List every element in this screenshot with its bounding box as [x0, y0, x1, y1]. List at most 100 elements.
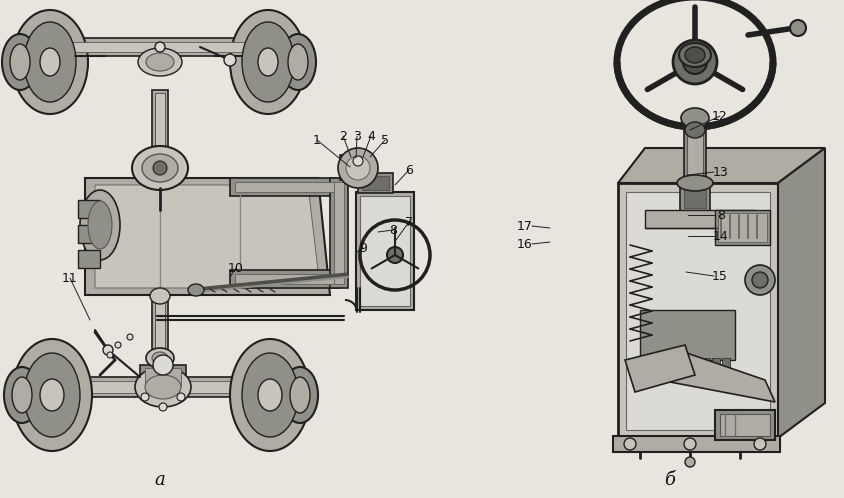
Ellipse shape — [685, 47, 705, 63]
Ellipse shape — [681, 108, 709, 128]
Polygon shape — [670, 350, 775, 402]
Bar — [662, 358, 670, 370]
Bar — [626, 192, 770, 430]
Ellipse shape — [10, 44, 30, 80]
Bar — [652, 358, 660, 370]
Ellipse shape — [132, 146, 188, 190]
Ellipse shape — [387, 247, 403, 263]
Text: 8: 8 — [717, 209, 725, 222]
Text: 2: 2 — [339, 129, 347, 142]
Bar — [712, 358, 720, 370]
Bar — [152, 296, 168, 358]
Bar — [140, 365, 186, 389]
Bar — [78, 225, 100, 243]
Ellipse shape — [12, 10, 88, 114]
Text: 7: 7 — [405, 216, 413, 229]
Bar — [684, 118, 706, 183]
Bar — [330, 178, 348, 288]
Text: 6: 6 — [405, 163, 413, 176]
Ellipse shape — [353, 156, 363, 166]
Bar — [145, 368, 181, 386]
Ellipse shape — [153, 161, 167, 175]
Ellipse shape — [4, 367, 40, 423]
Polygon shape — [95, 185, 320, 288]
Ellipse shape — [159, 403, 167, 411]
Ellipse shape — [677, 175, 713, 191]
Bar — [718, 213, 767, 242]
Ellipse shape — [684, 438, 696, 450]
Ellipse shape — [258, 379, 282, 411]
Bar — [152, 168, 168, 188]
Bar — [682, 358, 690, 370]
Ellipse shape — [24, 22, 76, 102]
Bar — [687, 121, 703, 180]
Bar — [235, 274, 335, 284]
Ellipse shape — [685, 457, 695, 467]
Ellipse shape — [230, 339, 310, 451]
Ellipse shape — [290, 377, 310, 413]
Polygon shape — [85, 178, 330, 295]
Text: 11: 11 — [62, 271, 78, 284]
Ellipse shape — [683, 50, 707, 74]
Ellipse shape — [107, 352, 113, 358]
Bar — [618, 183, 778, 438]
Ellipse shape — [127, 334, 133, 340]
Bar — [155, 300, 165, 355]
Text: 9: 9 — [359, 242, 367, 254]
Ellipse shape — [115, 342, 121, 348]
Ellipse shape — [177, 393, 185, 401]
Bar — [360, 196, 410, 306]
Ellipse shape — [146, 348, 174, 368]
Ellipse shape — [135, 367, 191, 407]
Ellipse shape — [752, 272, 768, 288]
Ellipse shape — [142, 154, 178, 182]
Ellipse shape — [188, 284, 204, 296]
Ellipse shape — [790, 20, 806, 36]
Polygon shape — [778, 148, 825, 438]
Ellipse shape — [242, 353, 298, 437]
Ellipse shape — [155, 42, 165, 52]
Ellipse shape — [258, 48, 278, 76]
Ellipse shape — [679, 43, 711, 67]
Ellipse shape — [280, 34, 316, 90]
Text: 8: 8 — [389, 224, 397, 237]
Bar — [613, 436, 780, 452]
Ellipse shape — [141, 393, 149, 401]
Ellipse shape — [242, 22, 294, 102]
Ellipse shape — [103, 345, 113, 355]
Text: 3: 3 — [353, 129, 361, 142]
Ellipse shape — [150, 288, 170, 304]
Ellipse shape — [80, 190, 120, 260]
Ellipse shape — [24, 353, 80, 437]
Bar — [65, 42, 253, 52]
Bar — [230, 178, 340, 196]
Bar — [62, 377, 264, 397]
Bar — [702, 358, 710, 370]
Ellipse shape — [12, 377, 32, 413]
Polygon shape — [618, 148, 825, 183]
Bar — [692, 358, 700, 370]
Bar — [334, 182, 344, 284]
Bar — [235, 182, 335, 192]
Ellipse shape — [2, 34, 38, 90]
Bar — [155, 93, 165, 172]
Bar — [152, 90, 168, 175]
Bar — [356, 192, 414, 310]
Ellipse shape — [673, 40, 717, 84]
Text: 4: 4 — [367, 129, 375, 142]
Text: 5: 5 — [381, 133, 389, 146]
Bar — [230, 270, 340, 288]
Text: 12: 12 — [712, 110, 728, 123]
Bar — [715, 410, 775, 440]
Ellipse shape — [138, 48, 182, 76]
Ellipse shape — [685, 122, 705, 138]
Text: 14: 14 — [713, 230, 729, 243]
Text: 17: 17 — [517, 220, 533, 233]
Bar — [672, 358, 680, 370]
Ellipse shape — [282, 367, 318, 423]
Bar — [343, 158, 365, 177]
Text: 1: 1 — [313, 133, 321, 146]
Ellipse shape — [224, 54, 236, 66]
Text: 10: 10 — [228, 261, 244, 274]
Ellipse shape — [624, 438, 636, 450]
